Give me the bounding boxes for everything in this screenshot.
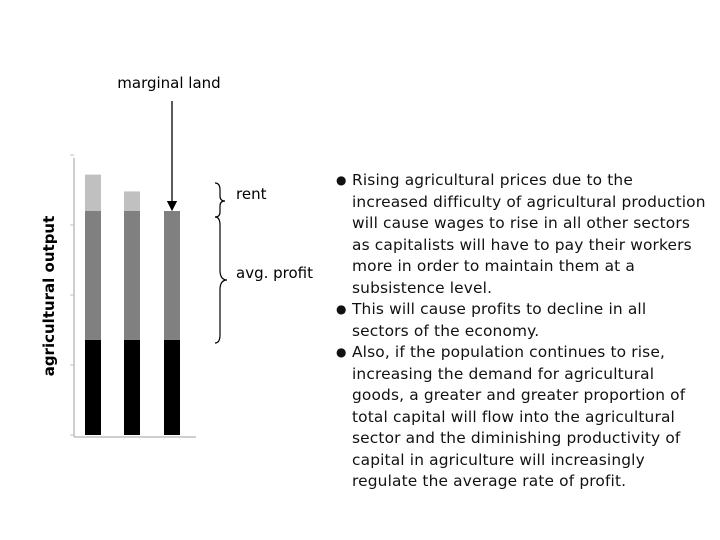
bar-1-segment-1 — [85, 339, 101, 435]
bar-2-segment-1 — [124, 339, 140, 435]
bullet-dot-icon: ● — [336, 302, 347, 316]
bullet-item: ● This will cause profits to decline in … — [336, 299, 708, 342]
bar-2-segment-2 — [124, 211, 140, 340]
bars-group — [85, 174, 180, 435]
bullet-item: ● Also, if the population continues to r… — [336, 342, 708, 493]
bar-1-segment-3 — [85, 174, 101, 211]
bullet-text: This will cause profits to decline in al… — [352, 300, 647, 340]
bullet-dot-icon: ● — [336, 173, 347, 187]
rent-brace — [214, 182, 226, 218]
bar-3-segment-2 — [164, 211, 180, 340]
bullet-dot-icon: ● — [336, 345, 347, 359]
avg-profit-brace — [214, 216, 228, 344]
rent-label: rent — [236, 185, 267, 203]
bullet-text: Also, if the population continues to ris… — [352, 343, 686, 490]
bullet-text: Rising agricultural prices due to the in… — [352, 171, 706, 297]
avg-profit-label: avg. profit — [236, 264, 313, 282]
y-axis-label: agricultural output — [40, 216, 58, 377]
bar-1-segment-2 — [85, 211, 101, 340]
bullet-item: ● Rising agricultural prices due to the … — [336, 170, 708, 299]
y-ticks — [70, 154, 74, 436]
bullet-list: ● Rising agricultural prices due to the … — [336, 170, 708, 493]
marginal-land-label: marginal land — [117, 74, 220, 92]
bar-3-segment-1 — [164, 339, 180, 435]
bar-2-segment-3 — [124, 191, 140, 211]
